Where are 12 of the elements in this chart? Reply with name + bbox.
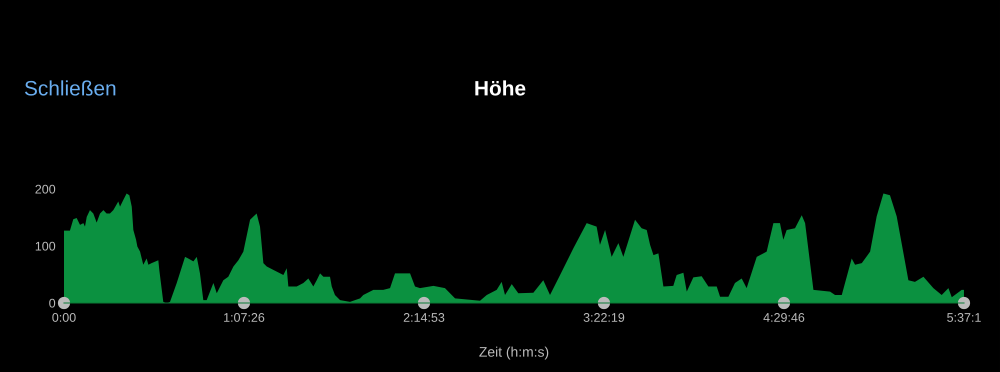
y-tick-label: 200 (35, 184, 56, 194)
text: Schließen (24, 80, 116, 96)
x-tick-label: 0:00 (52, 313, 76, 322)
x-tick-label: 2:14:53 (404, 313, 444, 322)
x-axis-title: Zeit (h:m:s) (479, 346, 548, 360)
chart-title: Höhe (475, 80, 526, 96)
x-tick-label: 5:37:1 (947, 313, 981, 322)
x-tick-label: 3:22:19 (584, 313, 624, 322)
y-tick-label: 0 (49, 298, 56, 308)
x-tick-label: 1:07:26 (224, 313, 264, 322)
x-tick-label: 4:29:46 (763, 313, 804, 322)
y-tick-label: 100 (36, 242, 56, 251)
